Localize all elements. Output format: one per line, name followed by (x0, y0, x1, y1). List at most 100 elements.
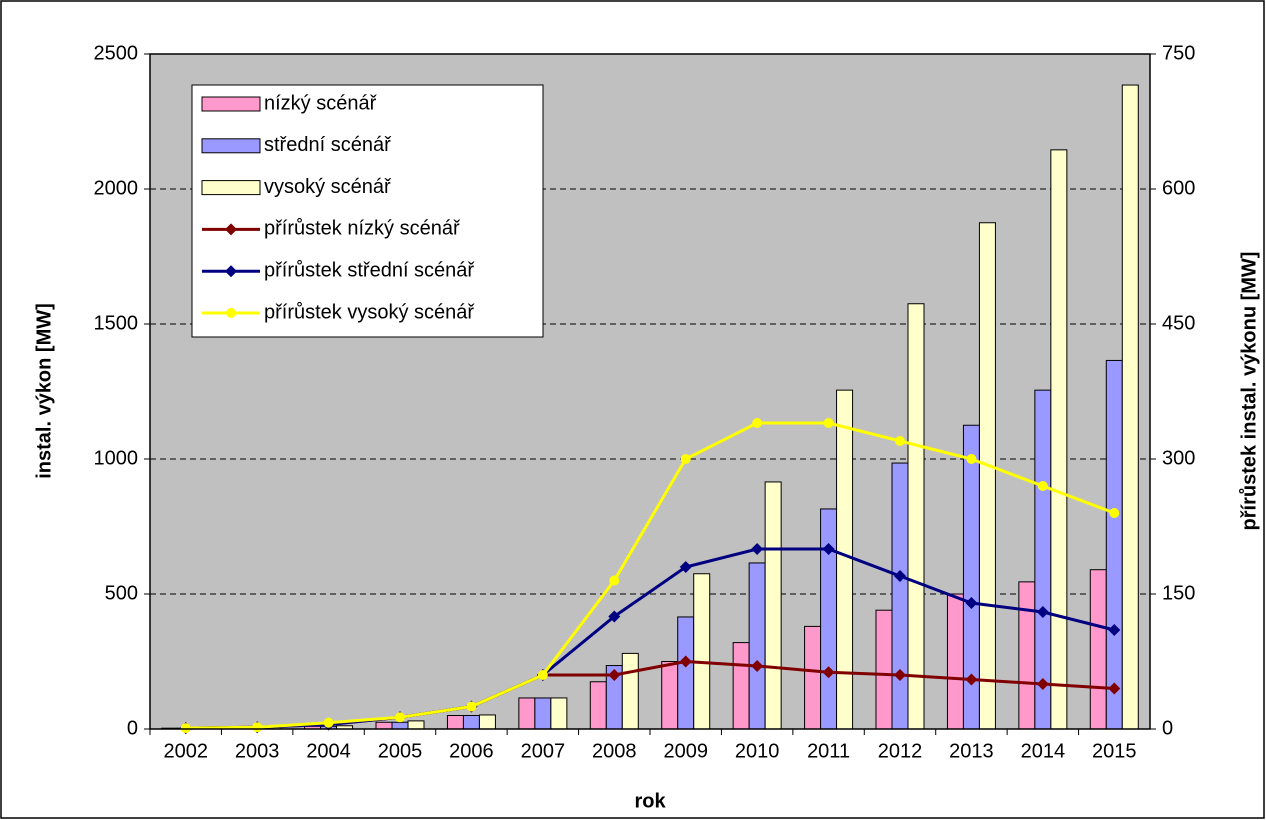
bar (748, 562, 766, 730)
line-marker (965, 597, 978, 609)
line-marker (752, 418, 763, 428)
line-marker (609, 575, 620, 586)
y2-tick-label: 150 (1162, 582, 1195, 604)
x-tick-label: 2012 (878, 740, 923, 762)
y-tick-label: 1000 (94, 447, 139, 469)
line-marker (679, 561, 692, 573)
line-marker (466, 701, 477, 712)
bar (589, 681, 607, 730)
line-marker (1037, 481, 1048, 491)
bar (661, 661, 679, 730)
bar (875, 609, 893, 730)
y-tick-label: 2000 (94, 177, 139, 199)
legend-label: vysoký scénář (264, 176, 392, 198)
line-marker (822, 543, 835, 555)
line-marker (1108, 624, 1121, 636)
line-marker (966, 454, 977, 464)
line-marker (1108, 682, 1121, 695)
legend-label: nízký scénář (264, 92, 378, 114)
line-marker (751, 543, 764, 555)
legend-label: přírůstek nízký scénář (264, 218, 461, 240)
bar (732, 642, 750, 730)
line-marker (225, 223, 237, 236)
line-marker (323, 717, 334, 728)
bar (677, 616, 695, 730)
bar (462, 715, 480, 730)
x-tick-label: 2003 (235, 740, 280, 762)
x-tick-label: 2011 (807, 740, 850, 762)
bar (1089, 569, 1107, 730)
bar (693, 573, 711, 730)
line-marker (894, 570, 906, 582)
bar (550, 697, 568, 730)
y-axis-label: instal. výkon [MW] (33, 303, 55, 479)
legend-box (191, 84, 544, 338)
bar (478, 714, 496, 730)
line-marker (679, 655, 692, 668)
line-marker (608, 669, 621, 681)
x-tick-label: 2008 (592, 740, 637, 762)
line-marker (252, 722, 263, 733)
line-marker (751, 660, 764, 672)
line-marker (894, 669, 906, 681)
legend-label: přírůstek střední scénář (264, 259, 475, 281)
line-marker (180, 723, 191, 734)
bar (764, 481, 782, 730)
y2-tick-label: 600 (1162, 177, 1195, 199)
y2-tick-label: 0 (1162, 717, 1173, 739)
bar (1018, 581, 1036, 730)
plot-border (149, 53, 1151, 730)
line-marker (1036, 678, 1049, 690)
legend-swatch (201, 96, 261, 112)
x-tick-label: 2014 (1021, 740, 1066, 762)
y-tick-label: 500 (105, 582, 138, 604)
x-tick-label: 2013 (949, 740, 994, 762)
line-marker (1036, 606, 1049, 618)
bar (978, 222, 996, 730)
line-marker (225, 265, 237, 278)
line-marker (608, 610, 621, 623)
x-tick-label: 2009 (663, 740, 708, 762)
line-marker (965, 673, 978, 686)
legend-label: střední scénář (264, 134, 392, 156)
bar (907, 303, 925, 730)
line-marker (395, 712, 405, 723)
bar (534, 697, 552, 730)
legend: nízký scénář střední scénář vysoký scénář p… (191, 84, 544, 338)
line-marker (537, 670, 548, 680)
y2-tick-label: 750 (1162, 42, 1195, 64)
bar (621, 652, 639, 730)
bar (836, 389, 854, 730)
line-marker (823, 418, 834, 428)
x-tick-label: 2004 (306, 740, 351, 762)
bar (1105, 359, 1123, 730)
bar (1121, 84, 1139, 730)
y-tick-label: 2500 (94, 42, 139, 64)
line-marker (822, 666, 835, 679)
legend-swatch (201, 180, 261, 196)
bar (820, 508, 838, 730)
line-marker (680, 454, 691, 464)
y-tick-label: 1500 (94, 312, 139, 334)
legend-label: přírůstek vysoký scénář (264, 301, 475, 323)
line (185, 421, 1115, 730)
x-tick-label: 2006 (449, 740, 494, 762)
bar (804, 625, 822, 730)
bar (375, 721, 393, 730)
y2-tick-label: 450 (1162, 312, 1195, 334)
x-tick-label: 2015 (1092, 740, 1137, 762)
y2-tick-label: 300 (1162, 447, 1195, 469)
y-tick-label: 0 (127, 717, 138, 739)
bar (407, 720, 425, 730)
y2-axis-label: přírůstek instal. výkonu [MW] (1238, 252, 1260, 531)
bar (446, 715, 464, 730)
x-tick-label: 2002 (163, 740, 208, 762)
bar (518, 697, 536, 730)
x-tick-label: 2007 (521, 740, 566, 762)
legend-swatch (201, 138, 261, 154)
line-marker (1109, 508, 1120, 518)
x-tick-label: 2005 (378, 740, 423, 762)
x-axis-label: rok (634, 790, 666, 812)
line-marker (895, 436, 905, 446)
bar (946, 593, 964, 730)
